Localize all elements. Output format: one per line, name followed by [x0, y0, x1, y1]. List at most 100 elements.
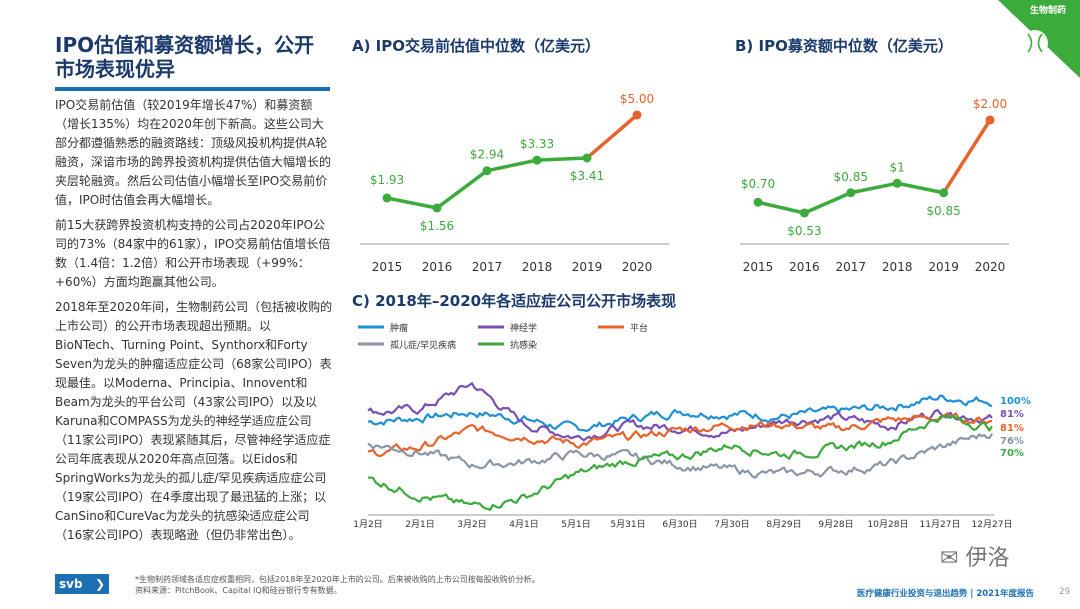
x-tick-label: 1月2日 [353, 519, 382, 530]
data-label: $2.00 [973, 97, 1007, 111]
footnote: *生物制药领域各适应症权重相同，包括2018年至2020年上市的公司。后来被收购… [135, 574, 540, 596]
chart-a: $1.93 2015 $1.56 2016 $2.94 2017 $3.33 2018 $3.4… [360, 92, 669, 274]
line-segment [385, 196, 439, 210]
title-rule [55, 87, 330, 91]
legend-label: 肿瘤 [390, 322, 408, 334]
end-label: 70% [1000, 448, 1024, 459]
x-tick-label: 2016 [422, 260, 453, 274]
x-tick-label: 2017 [836, 260, 867, 274]
data-point [482, 166, 492, 176]
data-point [632, 110, 642, 120]
x-tick-label: 2017 [472, 260, 503, 274]
x-tick-label: 2月1日 [405, 519, 434, 530]
data-label: $2.94 [470, 148, 504, 162]
data-label: $0.53 [787, 224, 821, 238]
line-segment [535, 156, 589, 162]
page-number: 29 [1059, 587, 1070, 597]
x-tick-label: 7月30日 [714, 519, 749, 530]
page-title: IPO估值和募资额增长，公开市场表现优异 [55, 33, 315, 81]
dna-icon [1022, 30, 1048, 56]
line-segment [895, 181, 946, 195]
x-tick-label: 5月1日 [561, 519, 590, 530]
x-tick-label: 2019 [928, 260, 959, 274]
body-text: IPO交易前估值（较2019年增长47%）和募资额（增长135%）均在2020年… [55, 96, 333, 551]
corner-tag-text: 生物制药 [1030, 4, 1066, 16]
data-label: $1 [890, 160, 905, 174]
corner-badge: 生物制药 [998, 0, 1080, 78]
x-tick-label: 2016 [789, 260, 820, 274]
data-point [582, 153, 592, 163]
footer-report: 医疗健康行业投资与退出趋势 | 2021年度报告 [856, 589, 1034, 599]
logo-text: svb [59, 577, 83, 591]
x-tick-label: 6月30日 [662, 519, 697, 530]
legend-label: 神经学 [510, 322, 537, 334]
x-tick-label: 3月2日 [457, 519, 486, 530]
x-tick-label: 2019 [572, 260, 603, 274]
watermark: ✉ 伊洛 [940, 540, 1009, 572]
data-label: $0.85 [926, 204, 960, 218]
x-tick-label: 2015 [372, 260, 403, 274]
data-label: $3.41 [570, 169, 604, 183]
data-label: $1.93 [370, 173, 404, 187]
watermark-text: 伊洛 [965, 546, 1010, 571]
end-label: 81% [1000, 423, 1024, 434]
data-label: $5.00 [620, 92, 654, 106]
x-tick-label: 10月28日 [868, 519, 909, 530]
chevron-right-icon: ❯ [94, 577, 105, 591]
paragraph-3: 2018年至2020年间，生物制药公司（包括被收购的上市公司）的公开市场表现超出… [55, 300, 333, 542]
series-line [367, 382, 993, 442]
chart-a-title: A) IPO交易前估值中位数（亿美元） [352, 37, 601, 55]
chart-b: $0.70 2015 $0.53 2016 $0.85 2017 $1 2018 $0.85 20… [740, 97, 1009, 274]
end-label: 81% [1000, 409, 1024, 420]
data-point [892, 178, 902, 188]
paragraph-1: IPO交易前估值（较2019年增长47%）和募资额（增长135%）均在2020年… [55, 98, 332, 207]
x-tick-label: 4月1日 [509, 519, 538, 530]
x-tick-label: 2018 [522, 260, 553, 274]
line-segment [802, 191, 853, 215]
footnote-2: 资料来源：PitchBook、Capital IQ和硅谷银行专有数据。 [135, 586, 342, 595]
line-segment [435, 168, 489, 210]
data-point [846, 188, 856, 198]
svb-logo: svb ❯ [55, 574, 109, 594]
legend-label: 抗感染 [510, 339, 537, 351]
x-tick-label: 2018 [882, 260, 913, 274]
x-tick-label: 2020 [622, 260, 653, 274]
x-tick-label: 8月29日 [766, 519, 801, 530]
data-point [985, 115, 995, 125]
legend-label: 孤儿症/罕见疾病 [390, 339, 456, 351]
line-segment [941, 118, 992, 195]
wechat-icon: ✉ [940, 546, 959, 571]
paragraph-2: 前15大获跨界投资机构支持的公司占2020年IPO公司的73%（84家中的61家… [55, 218, 331, 289]
footnote-1: *生物制药领域各适应症权重相同，包括2018年至2020年上市的公司。后来被收购… [135, 575, 540, 584]
x-tick-label: 12月27日 [972, 519, 1013, 530]
x-tick-label: 9月28日 [818, 519, 853, 530]
line-segment [585, 113, 639, 160]
end-label: 100% [1000, 396, 1031, 407]
data-label: $1.56 [420, 219, 454, 233]
data-label: $0.70 [741, 177, 775, 191]
chart-c-title: C) 2018年–2020年各适应症公司公开市场表现 [352, 292, 677, 310]
series-line [367, 411, 993, 457]
data-label: $3.33 [520, 137, 554, 151]
end-label: 76% [1000, 436, 1024, 447]
x-tick-label: 2015 [743, 260, 774, 274]
x-tick-label: 11月27日 [920, 519, 961, 530]
data-point [939, 188, 949, 198]
series-line [367, 433, 993, 479]
line-segment [485, 158, 539, 173]
chart-b-title: B) IPO募资额中位数（亿美元） [735, 37, 953, 55]
data-point [532, 155, 542, 165]
line-segment [756, 200, 807, 215]
data-point [382, 193, 392, 203]
series-line [367, 394, 993, 433]
line-segment [849, 181, 899, 195]
data-label: $0.85 [834, 170, 868, 184]
x-tick-label: 5月31日 [610, 519, 645, 530]
series-line [367, 414, 993, 511]
data-point [753, 197, 763, 207]
data-point [799, 208, 809, 218]
data-point [432, 203, 442, 213]
x-tick-label: 2020 [975, 260, 1006, 274]
legend-label: 平台 [630, 322, 648, 334]
